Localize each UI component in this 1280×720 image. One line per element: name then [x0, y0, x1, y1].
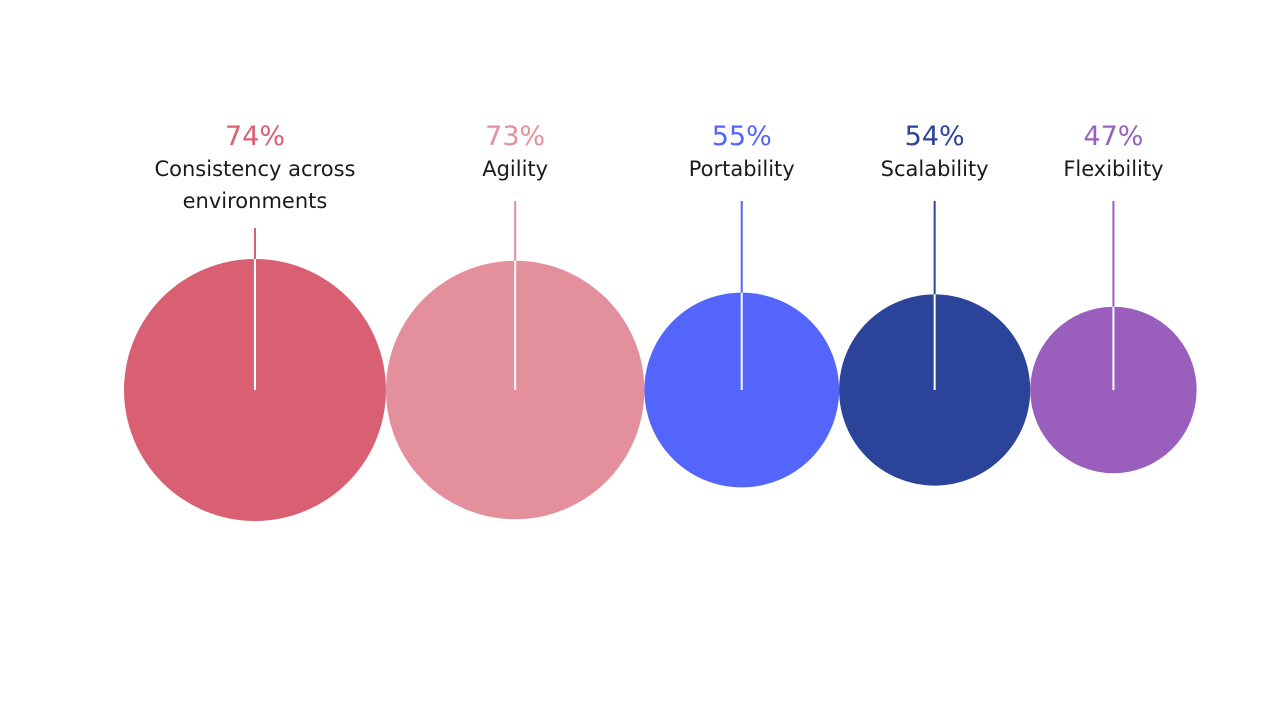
- value-label-scalability: 54%: [905, 121, 965, 152]
- value-label-consistency-across-environments: 74%: [225, 121, 285, 152]
- bubble-group-flexibility: 47% Flexibility: [1030, 121, 1197, 474]
- category-label-flexibility: Flexibility: [1063, 157, 1163, 181]
- value-label-agility: 73%: [485, 121, 545, 152]
- category-label-consistency-across-environments-line-2: environments: [183, 189, 328, 213]
- category-label-portability: Portability: [689, 157, 795, 181]
- bubble-group-consistency-across-environments: 74% Consistency across environments: [124, 121, 386, 521]
- bubble-group-scalability: 54% Scalability: [839, 121, 1031, 486]
- category-label-agility: Agility: [482, 157, 548, 181]
- value-label-portability: 55%: [712, 121, 772, 152]
- category-label-scalability: Scalability: [881, 157, 989, 181]
- category-label-consistency-across-environments-line-1: Consistency across: [154, 157, 355, 181]
- bubble-group-portability: 55% Portability: [644, 121, 840, 488]
- bubble-group-agility: 73% Agility: [385, 121, 645, 520]
- value-label-flexibility: 47%: [1083, 121, 1143, 152]
